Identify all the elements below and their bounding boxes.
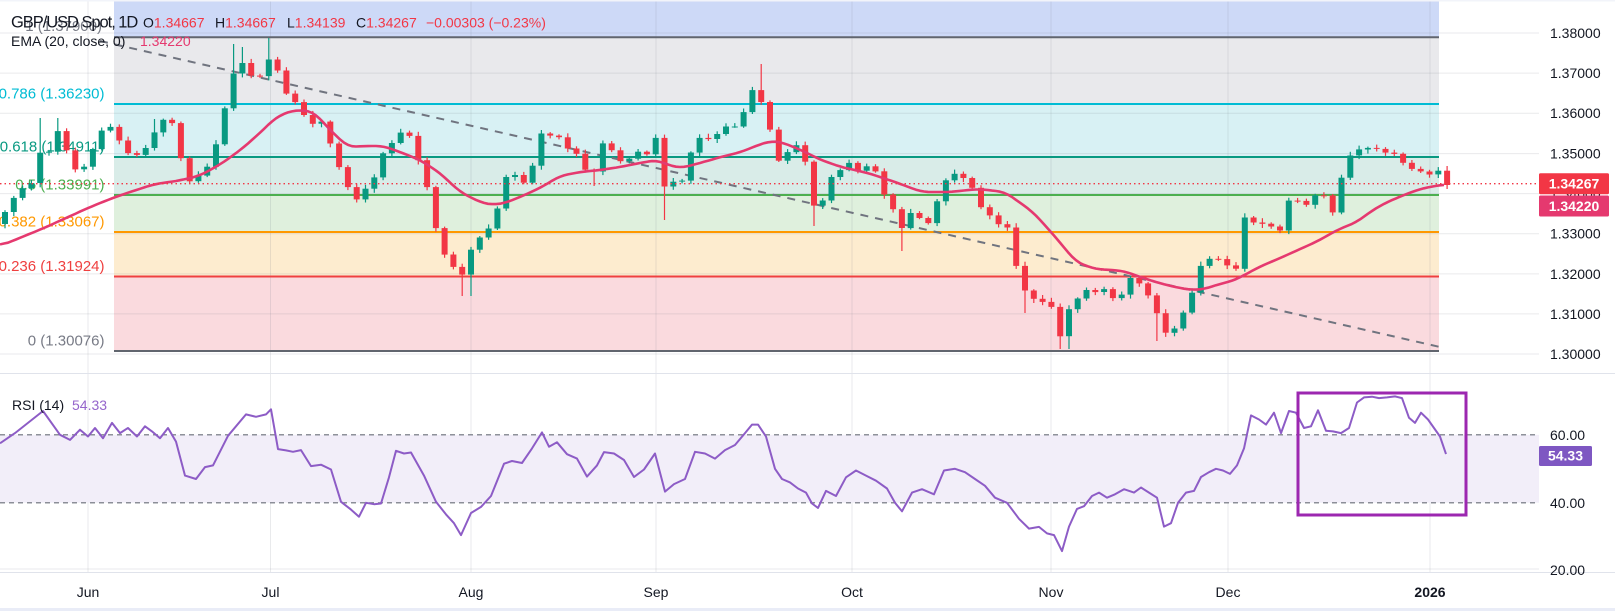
svg-text:1.32000: 1.32000: [1550, 266, 1601, 282]
svg-text:Oct: Oct: [841, 584, 863, 600]
svg-text:Aug: Aug: [459, 584, 484, 600]
svg-text:Sep: Sep: [644, 584, 669, 600]
svg-text:1.31000: 1.31000: [1550, 306, 1601, 322]
svg-text:1.38000: 1.38000: [1550, 25, 1601, 41]
svg-text:1.34267: 1.34267: [1549, 176, 1600, 192]
svg-text:1.33000: 1.33000: [1550, 226, 1601, 242]
svg-text:Jul: Jul: [262, 584, 280, 600]
svg-text:54.33: 54.33: [1548, 448, 1583, 464]
svg-text:0.618 (1.34911): 0.618 (1.34911): [0, 139, 105, 156]
svg-text:2026: 2026: [1414, 584, 1445, 600]
svg-text:1.37000: 1.37000: [1550, 65, 1601, 81]
svg-text:EMA (20, close, 0): EMA (20, close, 0): [11, 33, 125, 49]
svg-text:0.236 (1.31924): 0.236 (1.31924): [0, 258, 105, 275]
svg-text:Nov: Nov: [1039, 584, 1064, 600]
svg-text:1.30000: 1.30000: [1550, 346, 1601, 362]
svg-text:0 (1.30076): 0 (1.30076): [28, 333, 105, 350]
svg-text:C1.34267: C1.34267: [356, 15, 417, 31]
svg-text:1.35000: 1.35000: [1550, 146, 1601, 162]
svg-text:1.36000: 1.36000: [1550, 105, 1601, 121]
svg-text:1 (1.37900): 1 (1.37900): [25, 18, 102, 35]
svg-text:Jun: Jun: [77, 584, 100, 600]
svg-text:40.00: 40.00: [1550, 495, 1585, 511]
svg-text:60.00: 60.00: [1550, 427, 1585, 443]
svg-text:O1.34667: O1.34667: [143, 15, 205, 31]
svg-text:54.33: 54.33: [72, 397, 107, 413]
svg-text:20.00: 20.00: [1550, 562, 1585, 578]
svg-text:RSI (14): RSI (14): [12, 397, 64, 413]
svg-text:−0.00303 (−0.23%): −0.00303 (−0.23%): [426, 15, 546, 31]
svg-text:0.382 (1.33067): 0.382 (1.33067): [0, 214, 105, 231]
svg-text:Dec: Dec: [1216, 584, 1241, 600]
svg-text:0.786 (1.36230): 0.786 (1.36230): [0, 86, 105, 103]
svg-text:1.34220: 1.34220: [1549, 198, 1600, 214]
svg-text:H1.34667: H1.34667: [215, 15, 276, 31]
svg-text:GBP/USD Spot, 1D: GBP/USD Spot, 1D: [11, 14, 138, 32]
svg-text:L1.34139: L1.34139: [287, 15, 346, 31]
svg-text:1.34220: 1.34220: [140, 33, 191, 49]
